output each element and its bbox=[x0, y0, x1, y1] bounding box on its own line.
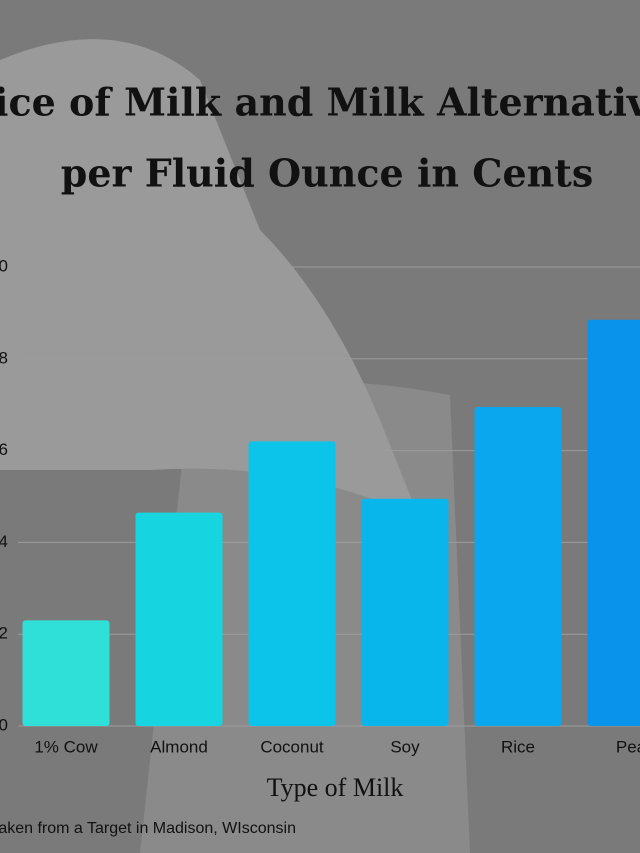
x-axis-title: Type of Milk bbox=[267, 773, 404, 802]
y-tick-label: 0 bbox=[0, 715, 8, 734]
x-tick-label: Rice bbox=[501, 737, 535, 756]
bar bbox=[135, 512, 223, 726]
x-tick-label: Almond bbox=[150, 737, 208, 756]
plot: 0 2 4 6 8 10 1% Cow Almond Coconut Soy Rice Pea bbox=[0, 256, 640, 756]
chart-subtitle: per Fluid Ounce in Cents bbox=[61, 151, 593, 196]
x-tick-label: Coconut bbox=[260, 737, 324, 756]
x-tick-label: Pea bbox=[616, 737, 640, 756]
chart-title: Price of Milk and Milk Alternatives bbox=[0, 80, 640, 125]
y-tick-label: 10 bbox=[0, 256, 8, 275]
bar bbox=[361, 498, 449, 726]
bar bbox=[474, 406, 562, 726]
bar bbox=[248, 441, 336, 726]
y-tick-label: 4 bbox=[0, 532, 8, 551]
bar bbox=[587, 319, 640, 726]
y-tick-label: 6 bbox=[0, 440, 8, 459]
footnote: Prices taken from a Target in Madison, W… bbox=[0, 820, 296, 837]
bar bbox=[22, 620, 110, 726]
y-tick-label: 8 bbox=[0, 348, 8, 367]
x-tick-label: Soy bbox=[390, 737, 420, 756]
y-tick-label: 2 bbox=[0, 624, 8, 643]
x-tick-label: 1% Cow bbox=[34, 737, 98, 756]
